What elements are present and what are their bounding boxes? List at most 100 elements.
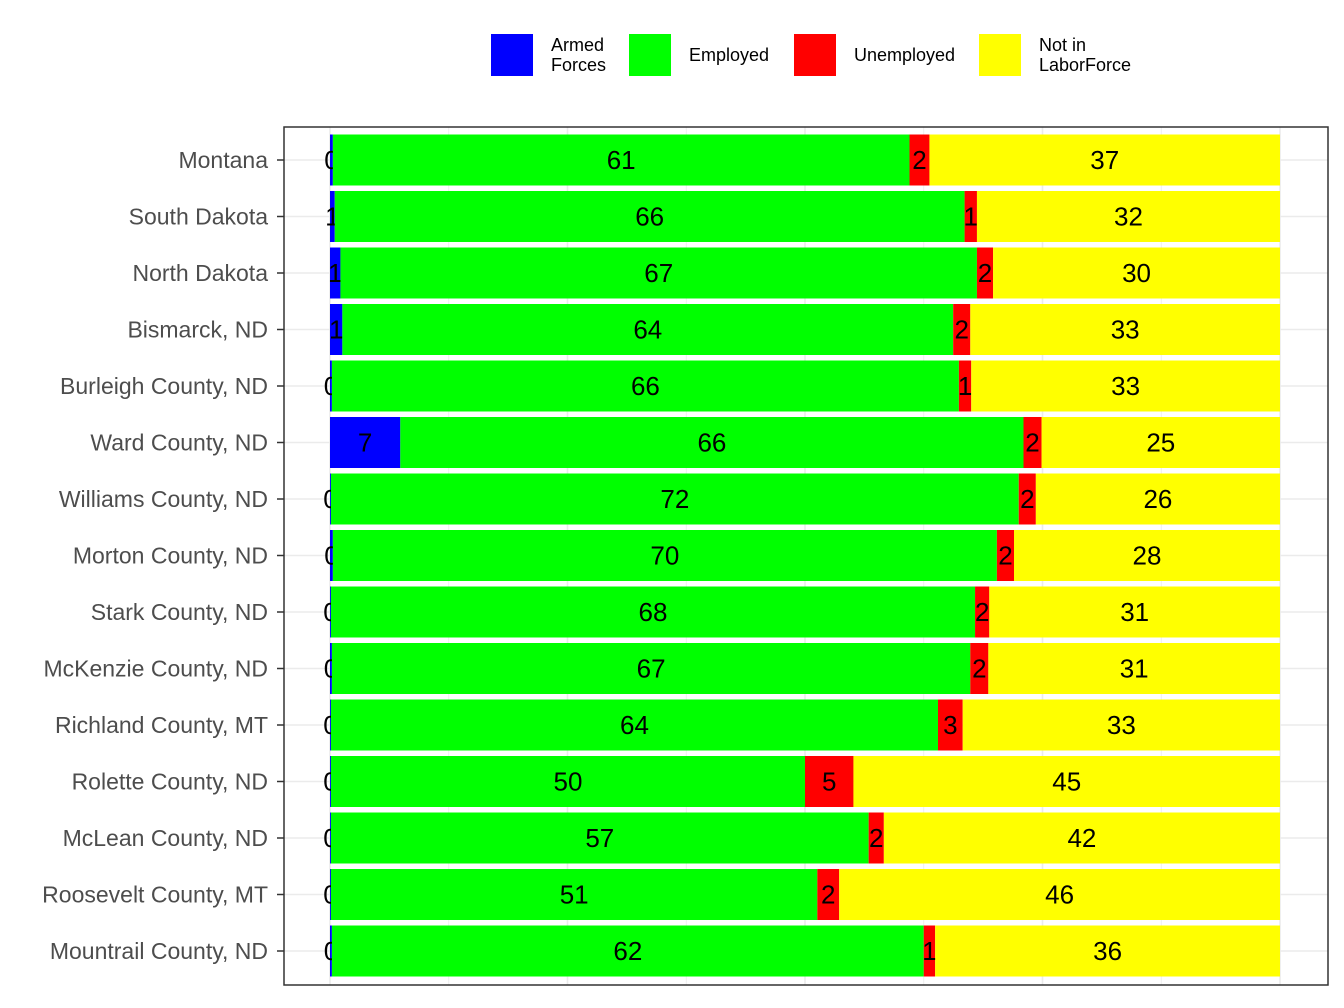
bar-unemployed <box>805 756 854 807</box>
bar-label-unemployed: 1 <box>958 371 972 401</box>
bar-armed-forces <box>330 756 331 807</box>
bar-unemployed <box>970 643 989 694</box>
bar-row-mountrail-county-nd: 0 62 1 36 <box>324 925 1280 977</box>
bar-armed-forces <box>330 304 343 355</box>
bar-employed <box>330 473 1019 525</box>
bar-label-unemployed: 2 <box>869 823 883 853</box>
bar-armed-forces <box>330 699 331 751</box>
bar-label-unemployed: 2 <box>975 597 989 627</box>
bar-label-employed: 72 <box>660 484 689 514</box>
bar-unemployed <box>996 530 1014 581</box>
bar-label-unemployed: 2 <box>998 541 1012 571</box>
bar-not-in-laborforce <box>839 869 1280 920</box>
bar-employed <box>332 134 910 186</box>
bar-not-in-laborforce <box>929 134 1280 186</box>
bar-label-employed: 66 <box>697 428 726 458</box>
y-tick-label: Bismarck, ND <box>127 317 268 343</box>
bar-unemployed <box>1023 417 1042 468</box>
y-tick-label: Rolette County, ND <box>72 769 268 795</box>
bar-unemployed <box>976 247 994 299</box>
bar-label-not-in-laborforce: 33 <box>1107 710 1136 740</box>
y-tick-label: Burleigh County, ND <box>60 373 268 399</box>
bar-row-roosevelt-county-mt: 0 51 2 46 <box>323 869 1280 920</box>
bar-label-unemployed: 2 <box>821 880 835 910</box>
bar-employed <box>331 925 924 977</box>
bar-not-in-laborforce <box>976 191 1280 242</box>
bar-label-armed-forces: 1 <box>328 258 342 288</box>
bar-not-in-laborforce <box>1041 417 1280 468</box>
y-tick-label: Stark County, ND <box>91 599 268 625</box>
legend-key-employed <box>629 34 671 76</box>
bar-label-employed: 61 <box>607 145 636 175</box>
y-tick-label: Ward County, ND <box>90 430 268 456</box>
bar-label-not-in-laborforce: 31 <box>1120 654 1149 684</box>
bar-armed-forces <box>330 586 331 638</box>
bar-label-not-in-laborforce: 26 <box>1143 484 1172 514</box>
y-tick-label: Williams County, ND <box>59 486 268 512</box>
bar-label-not-in-laborforce: 37 <box>1090 145 1119 175</box>
bar-unemployed <box>817 869 840 920</box>
bar-label-not-in-laborforce: 30 <box>1122 258 1151 288</box>
bar-not-in-laborforce <box>853 756 1280 807</box>
bar-label-not-in-laborforce: 36 <box>1093 936 1122 966</box>
bar-label-employed: 64 <box>633 315 662 345</box>
bar-row-burleigh-county-nd: 0 66 1 33 <box>324 360 1280 412</box>
legend-item-armed-forces: Armed Forces <box>491 34 606 76</box>
legend-item-employed: Employed <box>629 34 769 76</box>
y-axis: Montana South Dakota North Dakota Bismarck,… <box>42 147 284 964</box>
bar-employed <box>330 756 805 807</box>
y-tick-label: McLean County, ND <box>63 825 268 851</box>
bar-label-not-in-laborforce: 31 <box>1120 597 1149 627</box>
bar-label-not-in-laborforce: 32 <box>1114 202 1143 232</box>
bar-row-williams-county-nd: 0 72 2 26 <box>323 473 1280 525</box>
bar-row-morton-county-nd: 0 70 2 28 <box>324 530 1280 581</box>
bar-armed-forces <box>330 417 401 468</box>
legend-item-unemployed: Unemployed <box>794 34 955 76</box>
bar-row-mckenzie-county-nd: 0 67 2 31 <box>324 643 1280 694</box>
bar-unemployed <box>923 925 936 977</box>
bar-not-in-laborforce <box>1014 530 1280 581</box>
y-tick-label: South Dakota <box>129 204 269 230</box>
bar-row-south-dakota: 1 66 1 32 <box>325 191 1280 242</box>
y-tick-label: Mountrail County, ND <box>50 938 268 964</box>
legend-label-not-in-laborforce: Not in LaborForce <box>1039 35 1131 75</box>
bar-employed <box>331 360 959 412</box>
bar-unemployed <box>868 812 884 864</box>
bar-label-unemployed: 2 <box>955 315 969 345</box>
bar-armed-forces <box>330 812 331 864</box>
bar-label-employed: 66 <box>635 202 664 232</box>
legend-key-not-in-laborforce <box>979 34 1021 76</box>
bar-not-in-laborforce <box>883 812 1280 864</box>
bar-label-unemployed: 3 <box>943 710 957 740</box>
bar-row-ward-county-nd: 7 66 2 25 <box>330 417 1280 468</box>
bar-armed-forces <box>330 869 331 920</box>
bar-armed-forces <box>330 643 332 694</box>
bar-label-not-in-laborforce: 28 <box>1133 541 1162 571</box>
bar-unemployed <box>975 586 990 638</box>
bar-employed <box>342 304 954 355</box>
bar-label-employed: 62 <box>613 936 642 966</box>
bar-row-montana: 0 61 2 37 <box>324 134 1280 186</box>
bar-label-unemployed: 1 <box>964 202 978 232</box>
plot-border <box>283 126 1329 986</box>
legend-item-not-in-laborforce: Not in LaborForce <box>979 34 1131 76</box>
bar-label-employed: 50 <box>554 767 583 797</box>
bar-armed-forces <box>330 925 332 977</box>
y-tick-label: Richland County, MT <box>55 712 268 738</box>
bar-not-in-laborforce <box>962 699 1280 751</box>
bar-row-mclean-county-nd: 0 57 2 42 <box>323 812 1280 864</box>
y-tick-label: Montana <box>178 147 268 173</box>
bar-employed <box>332 530 997 581</box>
bar-unemployed <box>953 304 971 355</box>
bar-employed <box>330 812 869 864</box>
bar-label-unemployed: 5 <box>822 767 836 797</box>
bar-unemployed <box>958 360 972 412</box>
bar-label-not-in-laborforce: 33 <box>1111 371 1140 401</box>
bar-label-unemployed: 2 <box>1025 428 1039 458</box>
bar-label-employed: 67 <box>637 654 666 684</box>
bar-employed <box>331 643 971 694</box>
bar-employed <box>330 699 938 751</box>
bar-armed-forces <box>330 134 333 186</box>
bar-label-employed: 66 <box>631 371 660 401</box>
bar-label-not-in-laborforce: 42 <box>1067 823 1096 853</box>
